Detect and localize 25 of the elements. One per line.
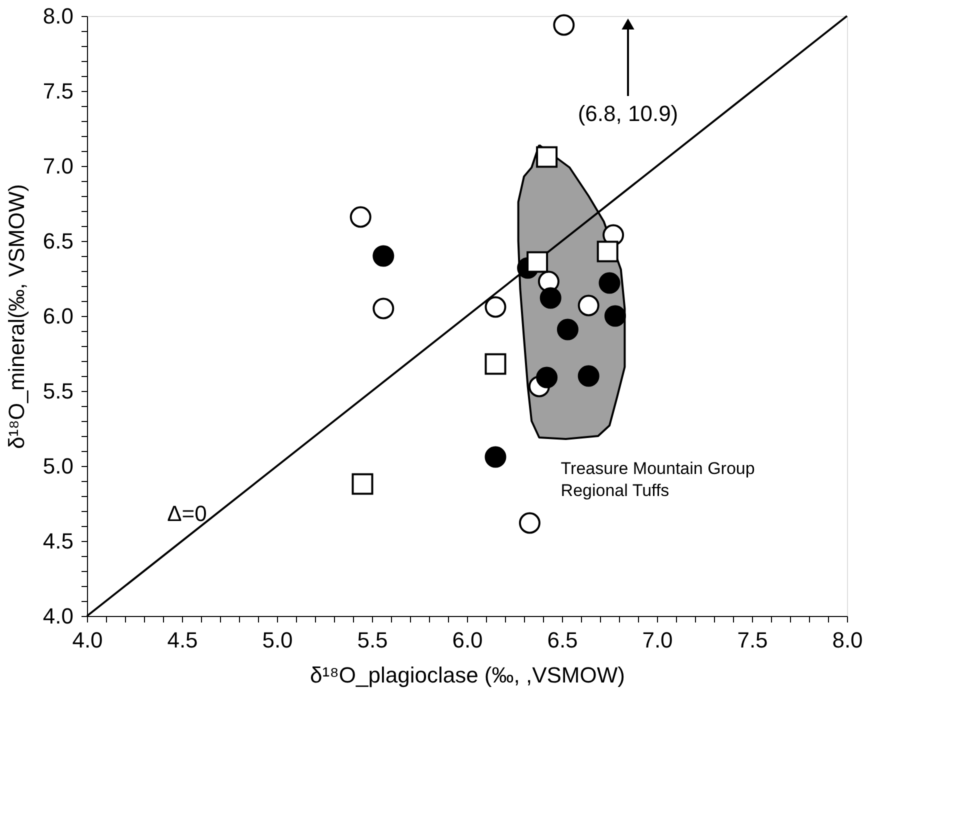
x-tick-label: 4.5 <box>167 628 198 652</box>
x-tick-label: 5.5 <box>357 628 388 652</box>
y-tick-label: 4.0 <box>42 604 74 628</box>
x-tick-label: 6.0 <box>452 628 483 652</box>
annotation: Δ=0 <box>167 501 207 526</box>
y-tick-label: 6.5 <box>42 228 74 254</box>
x-tick-label: 4.0 <box>72 628 103 652</box>
annotation: (6.8, 10.9) <box>578 101 678 126</box>
x-axis-title: δ¹⁸O_plagioclase (‰, ,VSMOW) <box>310 662 625 688</box>
y-tick-label: 8.0 <box>42 4 74 28</box>
x-tick-label: 5.0 <box>262 628 293 652</box>
y-tick-label: 4.5 <box>42 528 74 554</box>
y-tick-label: 6.0 <box>42 304 74 328</box>
x-tick-label: 8.0 <box>832 628 863 652</box>
x-tick-label: 7.0 <box>642 628 673 652</box>
x-tick-label: 6.5 <box>547 628 578 652</box>
y-tick-label: 7.0 <box>42 154 74 178</box>
series-label: Treasure Mountain Group Regional Tuffs <box>560 459 755 500</box>
x-tick-label: 7.5 <box>737 628 768 652</box>
y-tick-label: 7.5 <box>42 78 74 104</box>
y-tick-label: 5.0 <box>42 454 74 478</box>
point <box>484 446 506 468</box>
y-tick-label: 5.5 <box>42 378 74 404</box>
point <box>372 245 394 267</box>
y-axis-title: δ¹⁸O_mineral(‰, VSMOW) <box>4 184 29 449</box>
